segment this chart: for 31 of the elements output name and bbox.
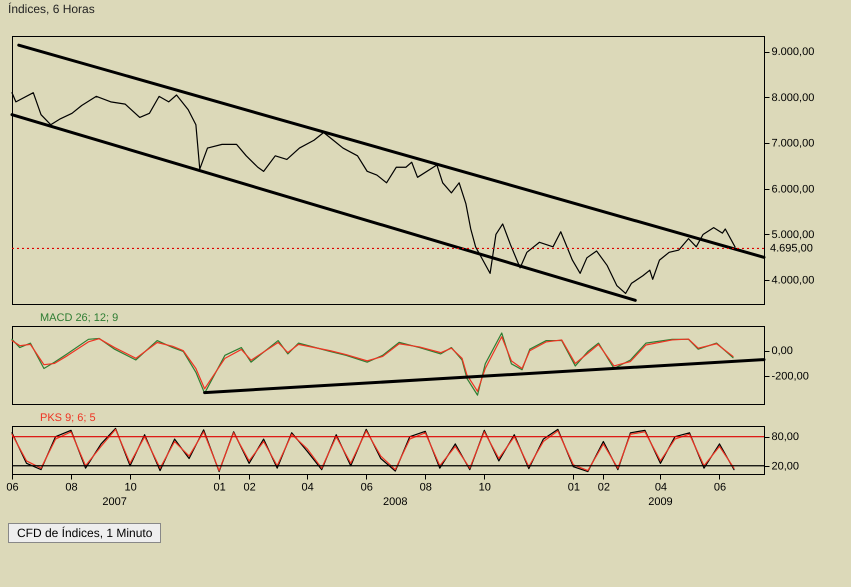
- text: CFD de Índices, 1 Minuto: [8, 523, 162, 543]
- x-tick-label: 06: [714, 482, 726, 494]
- x2-tick-label: 2009: [648, 496, 673, 508]
- x-tick-label: 01: [568, 482, 580, 494]
- y-tick-label: 5.000,00: [772, 228, 814, 241]
- y-tick-label: 0,00: [772, 345, 793, 358]
- y-tick-label: 8.000,00: [772, 92, 814, 104]
- y-tick-label: 80,00: [772, 431, 800, 444]
- x-tick-label: 01: [213, 482, 226, 494]
- x-tick-label: 06: [360, 482, 373, 494]
- x2-tick-label: 2008: [383, 496, 408, 508]
- y-tick-label: -200,00: [772, 370, 809, 383]
- y-tick-label: 4.000,00: [772, 274, 814, 287]
- series-label: MACD 26; 12; 9: [40, 312, 118, 324]
- y-tick-label: 6.000,00: [772, 183, 814, 196]
- y-tick-label: 20,00: [772, 460, 800, 472]
- y-tick-label: 7.000,00: [772, 138, 814, 150]
- ref-line-label: 4.695,00: [770, 242, 813, 254]
- x-tick-label: 04: [302, 482, 314, 494]
- series-label: PKS 9; 6; 5: [40, 412, 96, 424]
- x-tick-label: 04: [654, 482, 668, 494]
- x-tick-label: 10: [478, 482, 491, 494]
- x2-tick-label: 2007: [102, 496, 127, 508]
- x-tick-label: 08: [420, 482, 432, 494]
- chart-title: Índices, 6 Horas: [7, 1, 96, 18]
- x-tick-label: 10: [124, 482, 137, 494]
- y-tick-label: 9.000,00: [772, 46, 814, 58]
- x-tick-label: 06: [6, 482, 19, 494]
- x-tick-label: 08: [65, 482, 78, 494]
- x-tick-label: 02: [598, 482, 610, 494]
- x-tick-label: 02: [243, 482, 256, 494]
